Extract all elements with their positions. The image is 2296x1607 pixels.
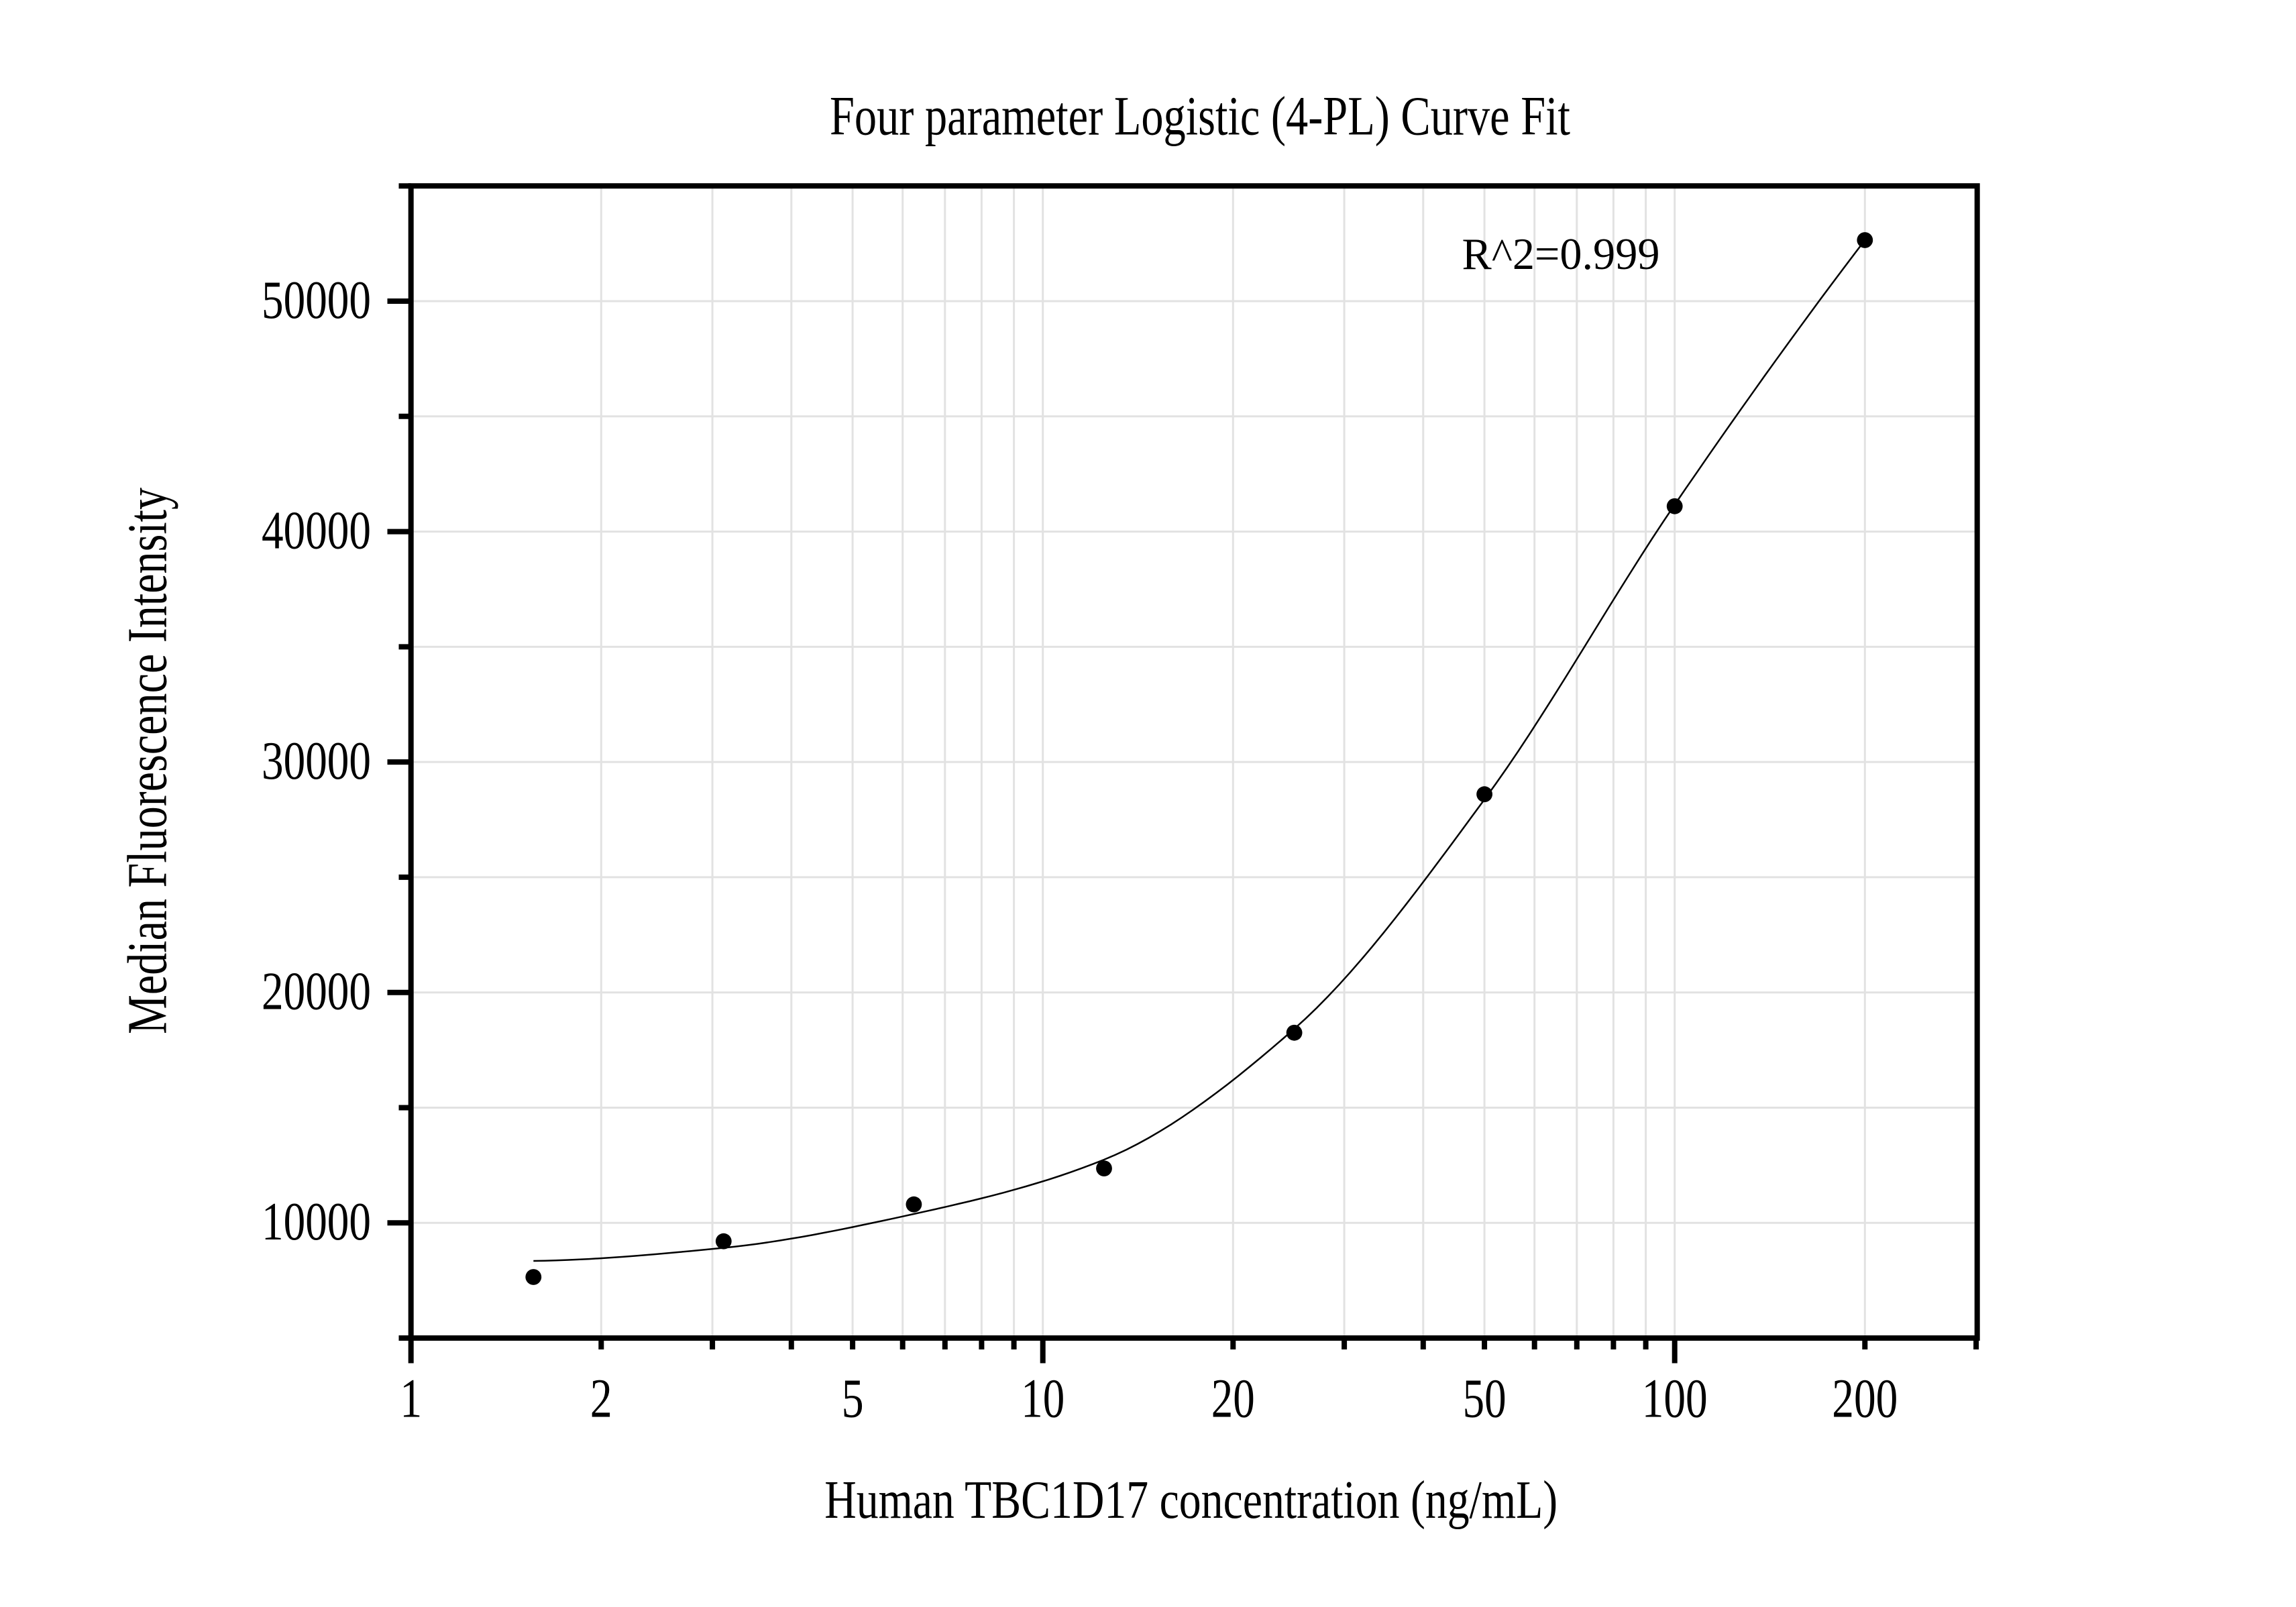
svg-text:100: 100 bbox=[1642, 1368, 1708, 1429]
svg-text:Median Fluorescence Intensity: Median Fluorescence Intensity bbox=[116, 488, 178, 1034]
svg-text:50000: 50000 bbox=[262, 270, 371, 330]
svg-text:5: 5 bbox=[842, 1368, 864, 1429]
svg-text:20: 20 bbox=[1211, 1368, 1255, 1429]
svg-text:20000: 20000 bbox=[262, 961, 371, 1021]
svg-text:200: 200 bbox=[1832, 1368, 1898, 1429]
svg-text:10: 10 bbox=[1021, 1368, 1064, 1429]
svg-text:50: 50 bbox=[1463, 1368, 1507, 1429]
svg-text:Four parameter Logistic (4-PL): Four parameter Logistic (4-PL) Curve Fit bbox=[830, 85, 1570, 147]
svg-text:2: 2 bbox=[590, 1368, 612, 1429]
svg-text:30000: 30000 bbox=[262, 730, 371, 791]
svg-text:1: 1 bbox=[400, 1368, 422, 1429]
svg-text:Human TBC1D17 concentration (n: Human TBC1D17 concentration (ng/mL) bbox=[824, 1470, 1557, 1530]
svg-text:40000: 40000 bbox=[262, 500, 371, 561]
svg-text:R^2=0.999: R^2=0.999 bbox=[1462, 229, 1660, 279]
svg-text:10000: 10000 bbox=[262, 1191, 371, 1252]
